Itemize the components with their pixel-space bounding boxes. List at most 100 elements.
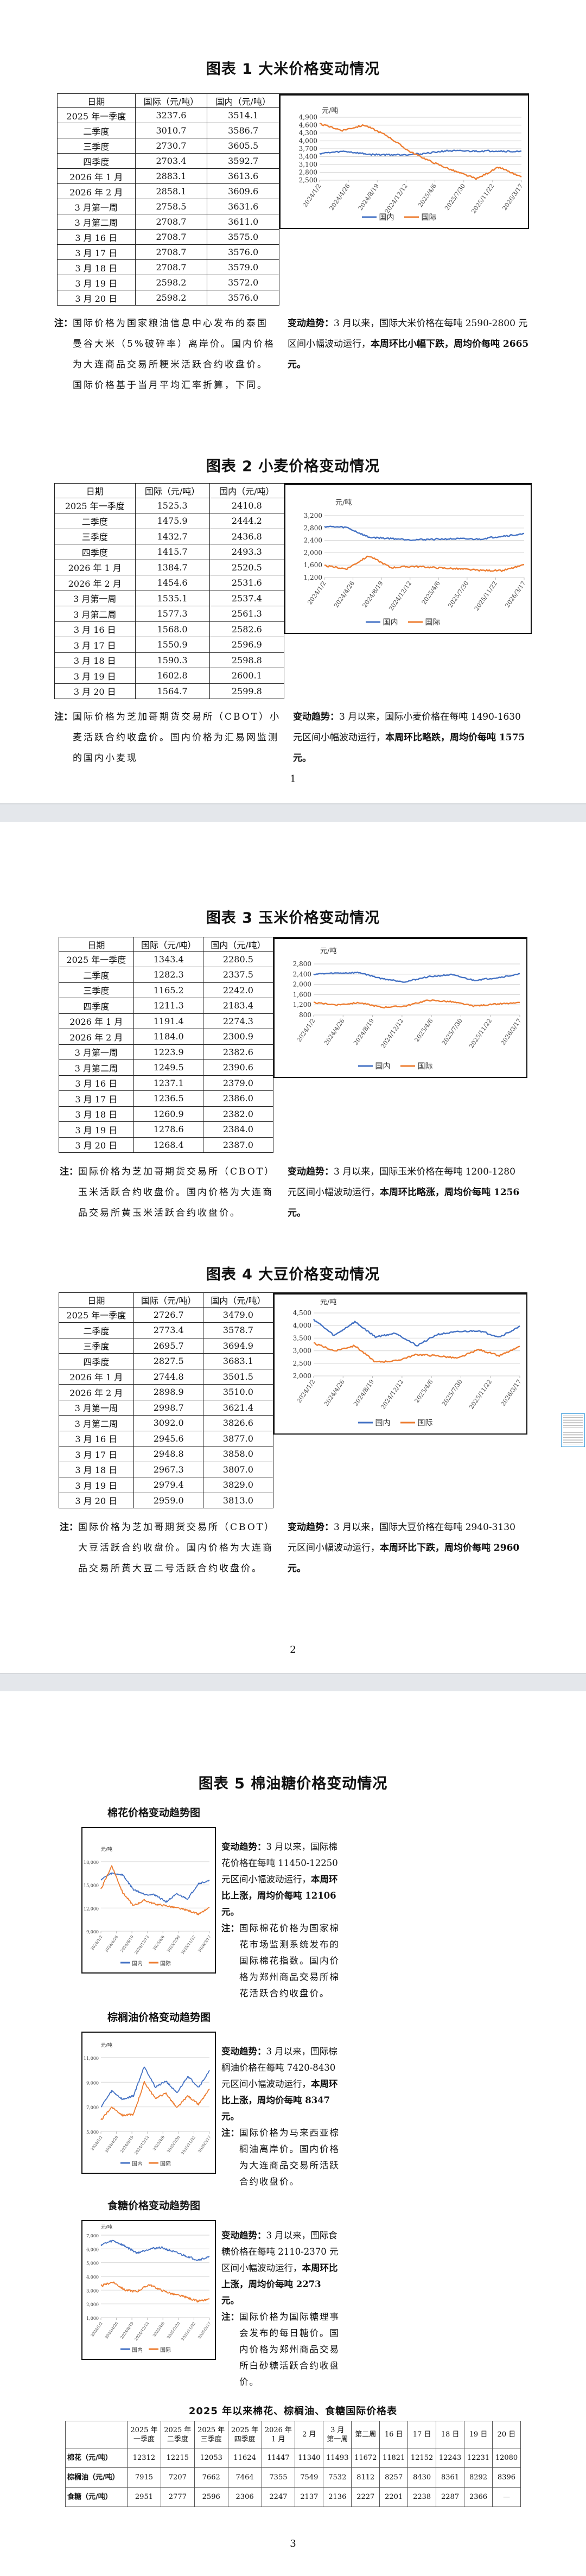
trend-summary: 本周环比上涨，周均价每吨 12106 元。: [221, 1874, 338, 1917]
summary-cell: 12243: [436, 2448, 465, 2468]
figure-2-title: 图表 2 小麦价格变动情况: [206, 458, 380, 475]
svg-text:2,400: 2,400: [292, 970, 311, 978]
summary-header-cell: 2025 年 四季度: [227, 2421, 262, 2448]
cell-dom: 3572.0: [207, 275, 279, 290]
page-thumbnail-preview[interactable]: [561, 1413, 585, 1447]
svg-text:3,200: 3,200: [304, 512, 322, 519]
svg-text:2025/4/6: 2025/4/6: [413, 1378, 434, 1404]
cell-intl: 2708.7: [135, 259, 208, 275]
summary-cell: 7464: [227, 2467, 262, 2488]
legend-domestic: 国内: [132, 2160, 143, 2167]
note-text: 国际价格为马来西亚棕榈油离岸价。国内价格为大连商品交易所活跃合约收盘价。: [239, 2128, 340, 2187]
legend-international: 国际: [422, 213, 437, 222]
cell-dom: 3611.0: [207, 214, 279, 230]
svg-text:1,200: 1,200: [292, 1001, 311, 1008]
cell-date: 二季度: [58, 967, 135, 983]
subchart-title: 棕榈油价格变动趋势图: [107, 2012, 211, 2023]
cell-date: 2026 年 1 月: [58, 1013, 135, 1029]
table-row: 三季度 1432.7 2436.8: [54, 528, 285, 544]
svg-text:11,000: 11,000: [84, 2056, 99, 2061]
cell-dom: 3694.9: [203, 1337, 273, 1354]
header-intl: 国际（元/吨）: [135, 483, 210, 498]
y-unit-label: 元/吨: [101, 2042, 112, 2048]
cell-date: 2025 年一季度: [58, 1306, 135, 1323]
svg-text:7,000: 7,000: [86, 2234, 99, 2238]
svg-text:2024/1/2: 2024/1/2: [301, 182, 322, 208]
table-row: 2026 年 2 月 1184.0 2300.9: [58, 1029, 273, 1045]
cell-dom: 3592.7: [207, 153, 279, 169]
cell-dom: 2382.0: [203, 1106, 273, 1122]
table-row: 四季度 1211.3 2183.4: [58, 998, 273, 1014]
table-row: 2025 年一季度 1343.4 2280.5: [58, 951, 273, 967]
svg-text:2024/4/26: 2024/4/26: [104, 2135, 119, 2153]
summary-cell: 7207: [160, 2467, 195, 2488]
svg-text:2025/7/30: 2025/7/30: [440, 1017, 463, 1046]
table-row: 3 月 20 日 1268.4 2387.0: [58, 1137, 273, 1153]
cell-date: 3 月 16 日: [58, 1075, 135, 1091]
cell-intl: 2695.7: [133, 1337, 204, 1354]
svg-text:3,000: 3,000: [86, 2288, 99, 2293]
page-2: 图表 3 玉米价格变动情况 日期 国际（元/吨） 国内（元/吨） 2025 年一季度 1…: [0, 822, 586, 1673]
cell-date: 3 月第二周: [54, 606, 136, 622]
table-row: 3 月 19 日 1278.6 2384.0: [58, 1121, 273, 1138]
svg-text:2,000: 2,000: [292, 981, 311, 988]
cell-dom: 2598.8: [209, 652, 285, 668]
cell-date: 3 月 18 日: [54, 652, 136, 668]
svg-text:2024/12/12: 2024/12/12: [379, 1017, 405, 1049]
svg-text:5,000: 5,000: [86, 2130, 99, 2135]
cell-date: 3 月第一周: [57, 199, 136, 214]
header-dom: 国内（元/吨）: [203, 1292, 273, 1308]
summary-cell: 2777: [160, 2487, 195, 2507]
table-row: 3 月第一周 1535.1 2537.4: [54, 590, 285, 606]
cell-intl: 2744.8: [133, 1368, 204, 1385]
cell-dom: 2599.8: [209, 683, 285, 699]
subchart-text: 变动趋势：3 月以来，国际棕榈油价格在每吨 7420-8430 元区间小幅波动运…: [221, 2044, 341, 2190]
table-row: 3 月 17 日 1550.9 2596.9: [54, 637, 285, 653]
cell-dom: 3510.0: [203, 1384, 273, 1400]
cell-intl: 2945.6: [133, 1430, 204, 1446]
table-row: 2026 年 2 月 1454.6 2531.6: [54, 575, 285, 591]
table-row: 3 月 17 日 1236.5 2386.0: [58, 1090, 273, 1107]
summary-header-cell: 2025 年 三季度: [194, 2421, 228, 2448]
figure-5-subcharts: 棉花价格变动趋势图 元/吨 9,000 12,000 15,000 18,000 2024/…: [81, 1805, 515, 2390]
trend-summary: 本周环比略涨，周均价每吨 1256 元。: [288, 1187, 520, 1219]
trend-summary: 本周环比略跌，周均价每吨 1575 元。: [293, 732, 525, 764]
cell-dom: 2242.0: [203, 982, 273, 998]
cell-intl: 1268.4: [133, 1137, 204, 1153]
legend-domestic: 国内: [375, 1062, 390, 1071]
svg-text:2024/8/19: 2024/8/19: [352, 1017, 375, 1046]
header-date: 日期: [58, 1292, 135, 1308]
trend-section: 变动趋势：3 月以来，国际大米价格在每吨 2590-2800 元区间小幅波动运行…: [288, 313, 532, 396]
cell-dom: 2387.0: [203, 1137, 273, 1153]
subchart-text: 变动趋势：3 月以来，国际食糖价格在每吨 2110-2370 元区间小幅波动运行…: [221, 2228, 341, 2390]
table-row: 四季度 2827.5 3683.1: [58, 1353, 273, 1369]
cell-date: 3 月第二周: [58, 1415, 135, 1431]
header-intl: 国际（元/吨）: [133, 937, 204, 952]
summary-cell: 2136: [323, 2487, 352, 2507]
svg-text:2025/7/30: 2025/7/30: [443, 182, 467, 212]
summary-cell: 8257: [379, 2467, 409, 2488]
summary-table-title: 2025 年以来棉花、棕榈油、食糖国际价格表: [188, 2406, 398, 2417]
svg-text:2026/3/17: 2026/3/17: [504, 580, 527, 609]
svg-text:2024/12/12: 2024/12/12: [134, 2135, 150, 2156]
cell-intl: 1602.8: [135, 668, 210, 684]
summary-header-cell: 16 日: [379, 2421, 409, 2448]
svg-text:9,000: 9,000: [86, 2080, 99, 2085]
svg-text:2024/12/12: 2024/12/12: [379, 1378, 405, 1410]
cell-date: 2026 年 1 月: [58, 1368, 135, 1385]
cell-dom: 2337.5: [203, 967, 273, 983]
svg-text:2025/7/30: 2025/7/30: [166, 2321, 181, 2340]
cell-dom: 3501.5: [203, 1368, 273, 1385]
note-label: 注：: [221, 2128, 239, 2138]
table-row: 3 月 20 日 1564.7 2599.8: [54, 683, 285, 699]
summary-header-cell: 2025 年 二季度: [160, 2421, 195, 2448]
cell-intl: 1564.7: [135, 683, 210, 699]
cell-dom: 2561.3: [209, 606, 285, 622]
svg-text:2025/4/6: 2025/4/6: [417, 182, 438, 208]
svg-text:2,800: 2,800: [304, 524, 322, 532]
svg-text:2025/11/22: 2025/11/22: [473, 580, 499, 612]
trend-text: 3 月以来，国际棕榈油价格在每吨 7420-8430 元区间小幅波动运行，: [221, 2046, 337, 2089]
cell-date: 3 月第一周: [58, 1044, 135, 1060]
trend-text: 3 月以来，国际小麦价格在每吨 1490-1630 元区间小幅波动运行，: [293, 712, 521, 743]
legend-domestic: 国内: [375, 1419, 390, 1427]
